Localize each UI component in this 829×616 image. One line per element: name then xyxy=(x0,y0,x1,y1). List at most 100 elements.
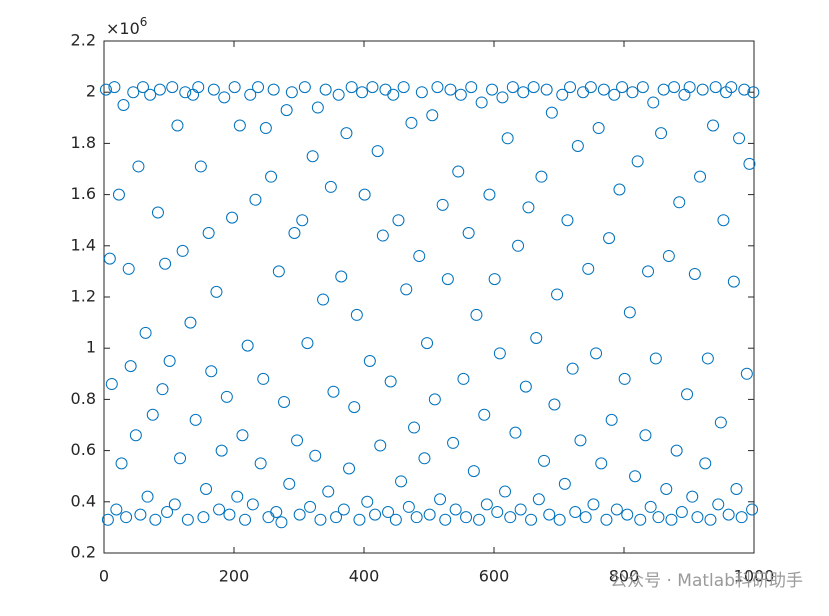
point xyxy=(517,86,530,99)
point xyxy=(506,81,519,94)
point xyxy=(712,498,725,511)
point xyxy=(681,388,694,401)
point xyxy=(670,444,683,457)
point xyxy=(603,232,616,245)
point xyxy=(730,483,743,495)
point xyxy=(197,511,210,524)
point xyxy=(317,293,330,306)
point xyxy=(141,490,154,503)
point xyxy=(218,91,231,104)
point xyxy=(413,250,426,263)
point xyxy=(694,170,707,183)
point xyxy=(301,337,314,350)
point xyxy=(161,506,174,519)
watermark: 公众号 · Matlab科研助手 xyxy=(610,571,803,591)
point xyxy=(675,506,688,519)
point xyxy=(735,511,748,524)
point xyxy=(483,188,496,201)
point xyxy=(220,390,233,403)
point xyxy=(569,506,582,519)
point xyxy=(149,513,162,526)
point xyxy=(530,331,543,344)
point xyxy=(535,170,548,183)
point xyxy=(447,436,460,449)
point xyxy=(470,308,483,321)
axes-box xyxy=(103,40,755,554)
point xyxy=(629,470,642,483)
point xyxy=(509,426,522,439)
y-tick-label: 1.8 xyxy=(71,133,96,152)
point xyxy=(590,347,603,360)
point xyxy=(600,513,613,526)
point xyxy=(668,81,681,94)
point xyxy=(137,81,149,94)
point xyxy=(426,109,439,122)
point xyxy=(610,503,623,516)
point xyxy=(405,116,418,129)
point xyxy=(115,457,128,470)
point xyxy=(478,408,491,421)
point xyxy=(473,513,486,526)
point xyxy=(236,429,249,442)
y-tick-label: 0.6 xyxy=(71,440,96,459)
point xyxy=(556,88,569,101)
point xyxy=(159,257,172,270)
point xyxy=(278,395,291,408)
x-tick-label: 200 xyxy=(219,567,250,586)
y-exponent-base: ×10 xyxy=(106,19,140,38)
point xyxy=(722,508,735,521)
point xyxy=(392,214,405,227)
point xyxy=(223,508,236,521)
point xyxy=(350,308,363,321)
point xyxy=(595,457,608,470)
point xyxy=(639,429,652,442)
point xyxy=(584,81,597,94)
point xyxy=(415,86,428,99)
point xyxy=(747,86,760,99)
point xyxy=(673,196,686,209)
point xyxy=(465,81,478,94)
point xyxy=(129,429,142,442)
point xyxy=(324,180,337,193)
point xyxy=(184,316,197,329)
point xyxy=(291,434,304,447)
point xyxy=(254,457,267,470)
point xyxy=(597,83,610,96)
point xyxy=(558,477,571,490)
point xyxy=(176,244,189,257)
point xyxy=(151,206,164,219)
point xyxy=(124,360,137,373)
point xyxy=(371,145,384,158)
point xyxy=(613,183,626,196)
point xyxy=(257,372,270,385)
point xyxy=(120,511,133,524)
point xyxy=(634,513,647,526)
point xyxy=(239,513,252,526)
point xyxy=(163,355,176,367)
point xyxy=(642,265,655,278)
point xyxy=(348,401,361,414)
point xyxy=(202,227,215,239)
point xyxy=(228,81,241,94)
point xyxy=(538,454,551,467)
point xyxy=(117,99,130,111)
y-exponent-power: 6 xyxy=(140,15,148,29)
point xyxy=(337,503,350,516)
point xyxy=(270,506,283,519)
point xyxy=(540,83,553,96)
point xyxy=(707,119,720,132)
y-exponent: ×106 xyxy=(106,15,147,38)
point xyxy=(636,81,649,94)
point xyxy=(110,503,123,516)
point xyxy=(665,513,678,526)
y-tick-label: 2.2 xyxy=(71,31,96,50)
point xyxy=(244,88,257,101)
point xyxy=(112,188,125,201)
point xyxy=(298,81,311,94)
point xyxy=(389,513,402,526)
point xyxy=(564,81,577,94)
point xyxy=(626,86,639,99)
point xyxy=(660,483,673,495)
y-tick-label: 1.6 xyxy=(71,184,96,203)
